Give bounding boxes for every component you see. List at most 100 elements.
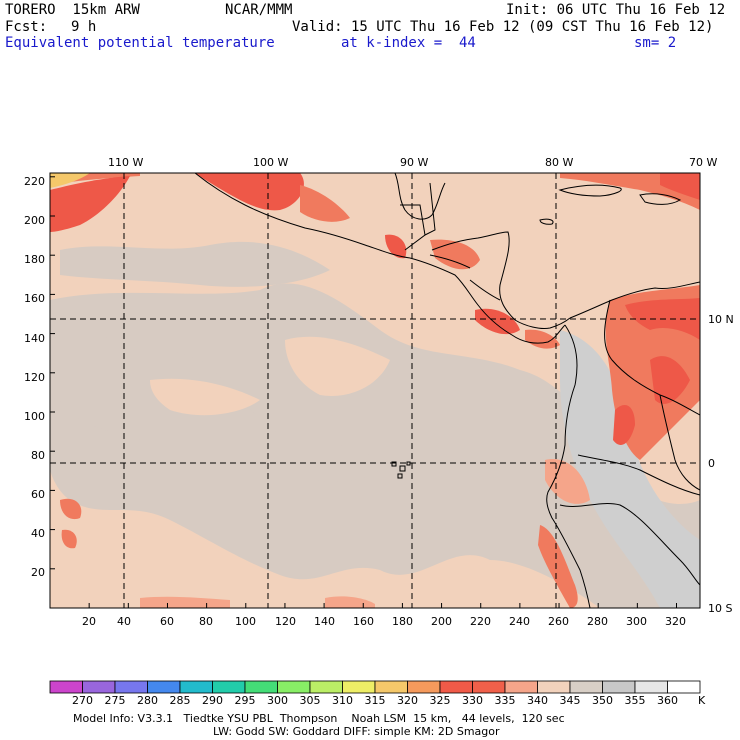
colorbar-level-label: 330	[462, 694, 483, 707]
colorbar-swatch	[407, 680, 441, 694]
latlon-grid	[50, 173, 700, 608]
colorbar-level-label: 315	[365, 694, 386, 707]
x-tick-label: 180	[392, 615, 413, 628]
colorbar-level-label: 270	[72, 694, 93, 707]
field-warm-mexico-2	[300, 185, 350, 222]
colorbar-level-label: 340	[527, 694, 548, 707]
footer-model-info: Model Info: V3.3.1 Tiedtke YSU PBL Thomp…	[73, 712, 565, 725]
colorbar-swatch	[82, 680, 116, 694]
border-ecuador-peru	[559, 503, 700, 586]
colorbar-level-label: 295	[235, 694, 256, 707]
x-tick-label: 140	[314, 615, 335, 628]
coast-cuba	[558, 184, 622, 197]
colorbar-unit: K	[698, 694, 706, 707]
field-gray-region-2	[60, 241, 330, 287]
field-light-patch-2	[150, 378, 260, 416]
field-patch-bottom	[140, 596, 230, 608]
colorbar-swatch	[49, 680, 83, 694]
colorbar-swatch	[114, 680, 148, 694]
field-patch-bottom-2	[325, 596, 375, 608]
colorbar-level-label: 275	[105, 694, 126, 707]
x-tick-label: 240	[509, 615, 530, 628]
y-tick-label: 220	[24, 175, 45, 188]
axis-ticks	[49, 176, 678, 609]
colorbar-swatch	[277, 680, 311, 694]
colorbar-swatch	[342, 680, 376, 694]
colorbar-level-label: 355	[625, 694, 646, 707]
y-tick-label: 120	[24, 371, 45, 384]
field-warm-honduras	[430, 239, 480, 270]
colorbar-level-label: 300	[267, 694, 288, 707]
field-warm-colombia-red-2	[613, 405, 635, 445]
field-name: Equivalent potential temperature	[5, 35, 275, 51]
colorbar-swatch	[212, 680, 246, 694]
y-tick-label: 60	[31, 488, 45, 501]
coast-galapagos	[391, 461, 411, 479]
field-warm-ecuador	[545, 459, 590, 504]
colorbar-swatch	[634, 680, 668, 694]
y-tick-label: 40	[31, 527, 45, 540]
bottom-grid-labels: 20 40 60 80 100 120 140 160 180 200 220 …	[82, 615, 686, 628]
coast-caribbean-ca	[431, 231, 571, 329]
forecast-hours: 9 h	[71, 19, 97, 35]
border-guatemala	[400, 204, 426, 251]
model-name: TORERO 15km ARW	[5, 2, 140, 18]
colorbar-swatch	[244, 680, 278, 694]
lat-label: 10 N	[708, 313, 734, 326]
field-warm-peru	[538, 525, 578, 608]
colorbar-swatch	[179, 680, 213, 694]
plot-frame	[49, 172, 701, 609]
lon-label: 100 W	[253, 156, 288, 169]
x-tick-label: 160	[353, 615, 374, 628]
forecast-label: Fcst:	[5, 19, 48, 35]
colorbar-level-label: 345	[560, 694, 581, 707]
field-light-patch	[285, 336, 390, 396]
field-lightgray-region	[560, 330, 700, 608]
colorbar-level-label: 290	[202, 694, 223, 707]
field-gray-region	[50, 283, 700, 608]
colorbar-level-label: 360	[657, 694, 678, 707]
border-colombia-venezuela	[604, 299, 700, 416]
coast-hispaniola	[639, 193, 682, 205]
colorbar-level-label: 280	[137, 694, 158, 707]
field-warm-colombia-red-3	[650, 356, 690, 404]
smoothing-info: sm= 2	[634, 35, 677, 51]
y-tick-label: 20	[31, 566, 45, 579]
left-grid-labels: 220 200 180 160 140 120 100 80 60 40 20	[24, 175, 45, 579]
field-patch-bl	[60, 498, 82, 520]
colorbar-swatch	[374, 680, 408, 694]
colorbar-swatch	[309, 680, 343, 694]
colorbar-level-label: 325	[430, 694, 451, 707]
field-warm-top-left-yellow	[50, 173, 90, 188]
top-lon-labels: 110 W 100 W 90 W 80 W 70 W	[108, 156, 717, 169]
colorbar-swatch	[667, 680, 701, 694]
border-brazil	[659, 394, 700, 491]
field-warm-top-right-red	[660, 173, 700, 200]
field-warm-top-left	[50, 176, 130, 232]
colorbar-level-label: 350	[592, 694, 613, 707]
lon-label: 110 W	[108, 156, 143, 169]
x-tick-label: 320	[665, 615, 686, 628]
right-lat-labels: 10 N 0 10 S	[708, 313, 734, 615]
valid-time: Valid: 15 UTC Thu 16 Feb 12 (09 CST Thu …	[292, 19, 714, 35]
y-tick-label: 180	[24, 253, 45, 266]
colorbar-swatch	[439, 680, 473, 694]
border-colombia-ecuador	[577, 454, 700, 496]
field-patch-bl-2	[61, 529, 77, 549]
x-tick-label: 120	[275, 615, 296, 628]
colorbar-level-label: 310	[332, 694, 353, 707]
footer-physics-info: LW: Godd SW: Goddard DIFF: simple KM: 2D…	[213, 725, 500, 738]
coast-south-america-pacific	[546, 324, 591, 608]
colorbar-level-label: 320	[397, 694, 418, 707]
y-tick-label: 160	[24, 292, 45, 305]
colorbar-swatch	[537, 680, 571, 694]
border-nicaragua	[469, 279, 501, 301]
colorbar-swatch	[504, 680, 538, 694]
init-time: Init: 06 UTC Thu 16 Feb 12	[506, 2, 726, 18]
coast-mexico-pacific	[194, 173, 411, 259]
colorbar: 270 275 280 285 290 295 300 305 310 315 320 325 330 3…	[49, 680, 701, 707]
x-tick-label: 100	[235, 615, 256, 628]
field-warm-panama	[525, 329, 560, 349]
coastlines	[194, 173, 700, 608]
